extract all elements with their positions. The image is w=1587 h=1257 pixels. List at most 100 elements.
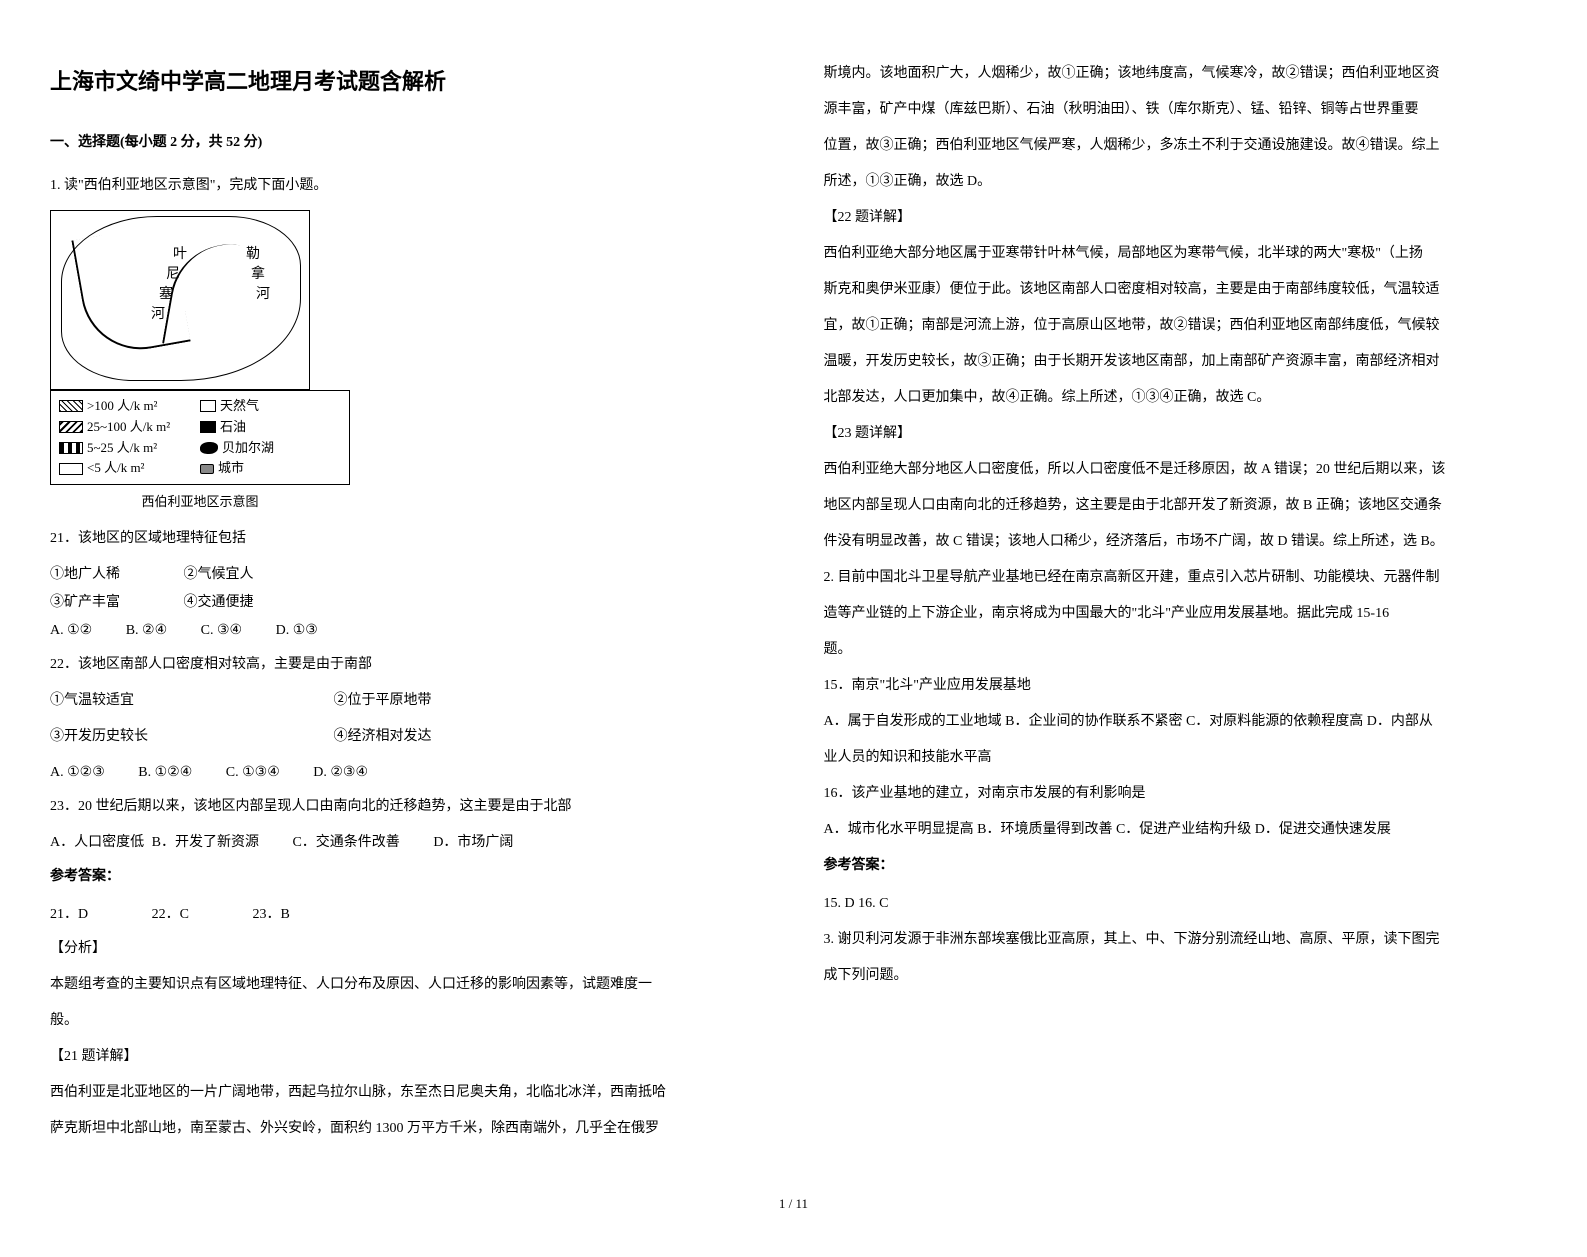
q16-stem: 16．该产业基地的建立，对南京市发展的有利影响是 [824, 780, 1538, 808]
q21-oA: A. ①② [50, 617, 92, 645]
legend-symbol-icon [200, 464, 214, 474]
q2-intro: 造等产业链的上下游企业，南京将成为中国最大的"北斗"产业应用发展基地。据此完成 … [824, 600, 1538, 628]
legend-text: 贝加尔湖 [222, 438, 274, 459]
left-column: 上海市文绮中学高二地理月考试题含解析 一、选择题(每小题 2 分，共 52 分)… [50, 60, 764, 1151]
q21-oD: D. ①③ [276, 617, 318, 645]
legend-item: 贝加尔湖 [200, 438, 341, 459]
legend-symbol-icon [59, 400, 83, 412]
q22-s1: ①气温较适宜 [50, 687, 330, 715]
legend-item: >100 人/k m² [59, 396, 200, 417]
legend-item: 25~100 人/k m² [59, 417, 200, 438]
detail22-label: 【22 题详解】 [824, 204, 1538, 232]
q3-body: 成下列问题。 [824, 962, 1538, 990]
right-p: 斯境内。该地面积广大，人烟稀少，故①正确；该地纬度高，气候寒冷，故②错误；西伯利… [824, 60, 1538, 88]
q22-oA: A. ①②③ [50, 759, 105, 787]
q22-s4: ④经济相对发达 [334, 729, 432, 744]
q22-oC: C. ①③④ [226, 759, 280, 787]
q15-options2: 业人员的知识和技能水平高 [824, 744, 1538, 772]
detail21-body: 萨克斯坦中北部山地，南至蒙古、外兴安岭，面积约 1300 万平方千米，除西南端外… [50, 1115, 764, 1143]
ans-23: 23．B [252, 901, 289, 929]
q23-options: A．人口密度低 B．开发了新资源 C．交通条件改善 D．市场广阔 [50, 829, 764, 857]
detail21-label: 【21 题详解】 [50, 1043, 764, 1071]
q22-options: A. ①②③ B. ①②④ C. ①③④ D. ②③④ [50, 759, 764, 787]
detail21-body: 西伯利亚是北亚地区的一片广阔地带，西起乌拉尔山脉，东至杰日尼奥夫角，北临北冰洋，… [50, 1079, 764, 1107]
q22-oD: D. ②③④ [313, 759, 368, 787]
q21-options: A. ①② B. ②④ C. ③④ D. ①③ [50, 617, 764, 645]
q22-s2: ②位于平原地带 [334, 693, 432, 708]
legend-item: 天然气 [200, 396, 341, 417]
q22-subitems: ①气温较适宜 ②位于平原地带 [50, 687, 764, 715]
legend-block: >100 人/k m² 天然气 25~100 人/k m² 石油 5~25 人/… [50, 390, 350, 485]
analysis-body: 本题组考查的主要知识点有区域地理特征、人口分布及原因、人口迁移的影响因素等，试题… [50, 971, 764, 999]
q21-oB: B. ②④ [126, 617, 167, 645]
q22-s3: ③开发历史较长 [50, 723, 330, 751]
q22-oB: B. ①②④ [138, 759, 192, 787]
right-p: 所述，①③正确，故选 D。 [824, 168, 1538, 196]
q21-s2: ②气候宜人 [184, 561, 254, 589]
legend-text: 石油 [220, 417, 246, 438]
answers-label: 参考答案： [50, 863, 764, 891]
q23-oB: B．开发了新资源 [152, 829, 259, 857]
page-container: 上海市文绮中学高二地理月考试题含解析 一、选择题(每小题 2 分，共 52 分)… [50, 60, 1537, 1151]
page-number: 1 / 11 [50, 1191, 1537, 1217]
q3-body: 3. 谢贝利河发源于非洲东部埃塞俄比亚高原，其上、中、下游分别流经山地、高原、平… [824, 926, 1538, 954]
q21-s1: ①地广人稀 [50, 561, 120, 589]
legend-symbol-icon [59, 442, 83, 454]
q22-subitems: ③开发历史较长 ④经济相对发达 [50, 723, 764, 751]
answers2-label: 参考答案： [824, 852, 1538, 880]
q1-intro: 1. 读"西伯利亚地区示意图"，完成下面小题。 [50, 172, 764, 200]
section-header: 一、选择题(每小题 2 分，共 52 分) [50, 129, 764, 157]
ans-22: 22．C [152, 901, 189, 929]
figure-block: 叶 尼 塞 河 勒 拿 河 >100 人/k m² 天然气 25~100 人/k… [50, 210, 764, 515]
d23-body: 件没有明显改善，故 C 错误；该地人口稀少，经济落后，市场不广阔，故 D 错误。… [824, 528, 1538, 556]
answers2-line: 15. D 16. C [824, 890, 1538, 918]
legend-symbol-icon [200, 421, 216, 433]
answers-line: 21．D 22．C 23．B [50, 901, 764, 929]
q21-subitems: ①地广人稀 ②气候宜人 [50, 561, 764, 589]
d22-body: 西伯利亚绝大部分地区属于亚寒带针叶林气候，局部地区为寒带气候，北半球的两大"寒极… [824, 240, 1538, 268]
q23-oD: D．市场广阔 [433, 829, 513, 857]
legend-text: <5 人/k m² [87, 458, 144, 479]
figure-caption: 西伯利亚地区示意图 [50, 489, 350, 515]
q2-intro: 题。 [824, 636, 1538, 664]
d22-body: 北部发达，人口更加集中，故④正确。综上所述，①③④正确，故选 C。 [824, 384, 1538, 412]
legend-symbol-icon [59, 463, 83, 475]
q21-subitems: ③矿产丰富 ④交通便捷 [50, 589, 764, 617]
map-label: 河 [151, 301, 165, 329]
d22-body: 温暖，开发历史较长，故③正确；由于长期开发该地区南部，加上南部矿产资源丰富，南部… [824, 348, 1538, 376]
q23-oC: C．交通条件改善 [292, 829, 399, 857]
d22-body: 斯克和奥伊米亚康）便位于此。该地区南部人口密度相对较高，主要是由于南部纬度较低，… [824, 276, 1538, 304]
legend-symbol-icon [200, 400, 216, 412]
legend-symbol-icon [59, 421, 83, 433]
ans-21: 21．D [50, 901, 88, 929]
right-p: 位置，故③正确；西伯利亚地区气候严寒，人烟稀少，多冻土不利于交通设施建设。故④错… [824, 132, 1538, 160]
d23-body: 地区内部呈现人口由南向北的迁移趋势，这主要是由于北部开发了新资源，故 B 正确；… [824, 492, 1538, 520]
legend-symbol-icon [200, 442, 218, 454]
legend-text: 5~25 人/k m² [87, 438, 157, 459]
legend-item: 石油 [200, 417, 341, 438]
q23-oA: A．人口密度低 [50, 829, 144, 857]
map-image: 叶 尼 塞 河 勒 拿 河 [50, 210, 310, 390]
legend-item: 城市 [200, 458, 341, 479]
right-p: 源丰富，矿产中煤（库兹巴斯）、石油（秋明油田）、铁（库尔斯克）、锰、铅锌、铜等占… [824, 96, 1538, 124]
analysis-body: 般。 [50, 1007, 764, 1035]
detail23-label: 【23 题详解】 [824, 420, 1538, 448]
q23-stem: 23．20 世纪后期以来，该地区内部呈现人口由南向北的迁移趋势，这主要是由于北部 [50, 793, 764, 821]
q15-stem: 15．南京"北斗"产业应用发展基地 [824, 672, 1538, 700]
q15-options: A．属于自发形成的工业地域 B．企业间的协作联系不紧密 C．对原料能源的依赖程度… [824, 708, 1538, 736]
map-label: 河 [256, 281, 270, 309]
legend-text: 25~100 人/k m² [87, 417, 170, 438]
q2-intro: 2. 目前中国北斗卫星导航产业基地已经在南京高新区开建，重点引入芯片研制、功能模… [824, 564, 1538, 592]
q21-oC: C. ③④ [201, 617, 242, 645]
legend-item: <5 人/k m² [59, 458, 200, 479]
map-content: 叶 尼 塞 河 勒 拿 河 [51, 211, 309, 389]
document-title: 上海市文绮中学高二地理月考试题含解析 [50, 60, 764, 104]
q21-stem: 21．该地区的区域地理特征包括 [50, 525, 764, 553]
legend-item: 5~25 人/k m² [59, 438, 200, 459]
d22-body: 宜，故①正确；南部是河流上游，位于高原山区地带，故②错误；西伯利亚地区南部纬度低… [824, 312, 1538, 340]
legend-text: 城市 [218, 458, 244, 479]
right-column: 斯境内。该地面积广大，人烟稀少，故①正确；该地纬度高，气候寒冷，故②错误；西伯利… [824, 60, 1538, 1151]
q22-stem: 22．该地区南部人口密度相对较高，主要是由于南部 [50, 651, 764, 679]
q16-options: A．城市化水平明显提高 B．环境质量得到改善 C．促进产业结构升级 D．促进交通… [824, 816, 1538, 844]
d23-body: 西伯利亚绝大部分地区人口密度低，所以人口密度低不是迁移原因，故 A 错误；20 … [824, 456, 1538, 484]
